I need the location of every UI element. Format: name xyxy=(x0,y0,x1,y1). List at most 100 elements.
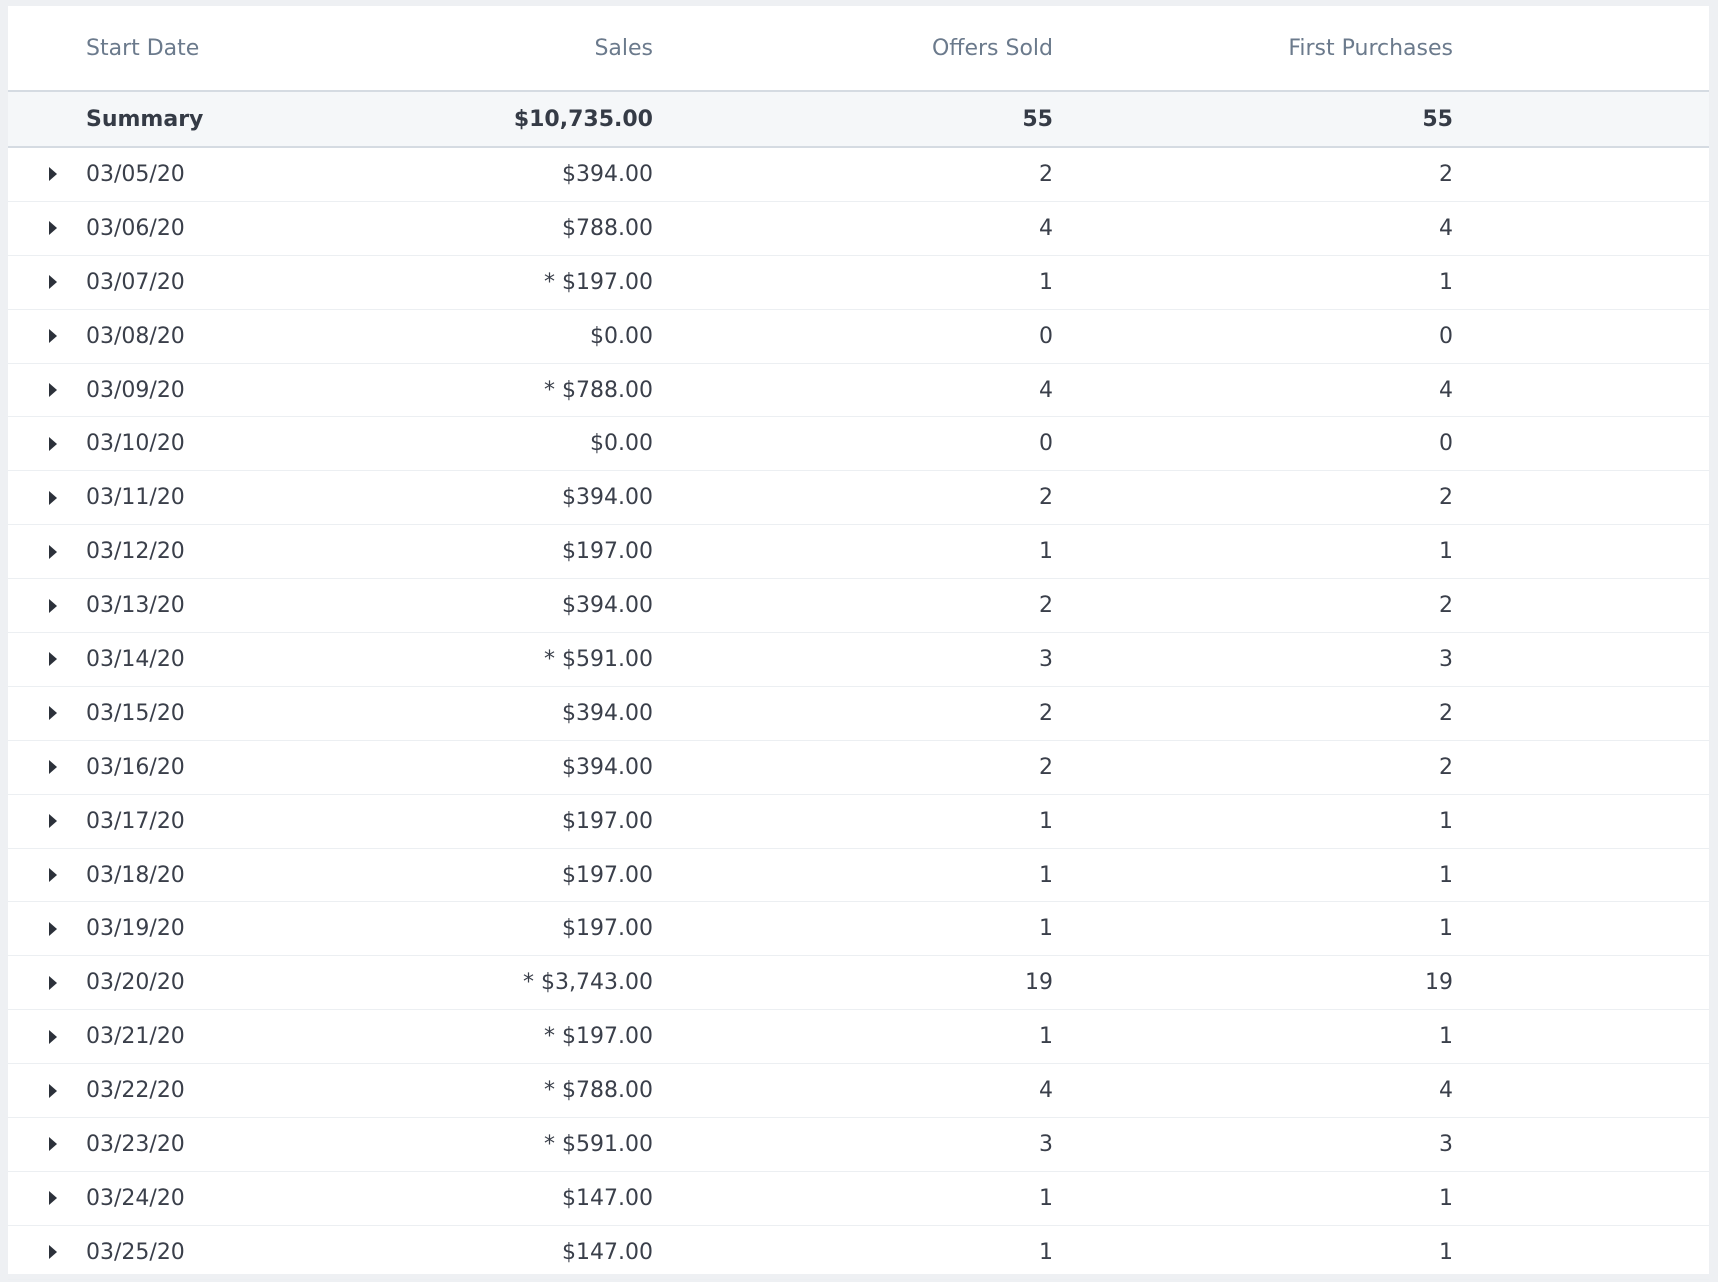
row-sales: $394.00 xyxy=(562,754,653,780)
row-first-purchases: 1 xyxy=(1439,862,1453,888)
table-row[interactable]: 03/21/20 * $197.00 1 1 xyxy=(8,1010,1709,1065)
row-first-purchases: 1 xyxy=(1439,269,1453,295)
row-start-date: 03/16/20 xyxy=(86,754,185,780)
expand-row-toggle[interactable] xyxy=(36,202,70,255)
row-first-purchases: 3 xyxy=(1439,1131,1453,1157)
row-first-purchases: 1 xyxy=(1439,1185,1453,1211)
expand-row-toggle[interactable] xyxy=(36,633,70,686)
expand-row-toggle[interactable] xyxy=(36,956,70,1009)
row-start-date: 03/06/20 xyxy=(86,215,185,241)
table-row[interactable]: 03/08/20 $0.00 0 0 xyxy=(8,310,1709,364)
table-row[interactable]: 03/16/20 $394.00 2 2 xyxy=(8,741,1709,795)
caret-right-icon xyxy=(49,814,57,829)
caret-right-icon xyxy=(49,760,57,775)
expand-row-toggle[interactable] xyxy=(36,417,70,470)
column-header-offers-sold[interactable]: Offers Sold xyxy=(931,35,1053,61)
caret-right-icon xyxy=(49,1029,57,1044)
table-row[interactable]: 03/09/20 * $788.00 4 4 xyxy=(8,364,1709,418)
row-sales: * $788.00 xyxy=(544,1078,653,1104)
row-first-purchases: 1 xyxy=(1439,1024,1453,1050)
caret-right-icon xyxy=(49,436,57,451)
table-row[interactable]: 03/10/20 $0.00 0 0 xyxy=(8,417,1709,472)
expand-row-toggle[interactable] xyxy=(36,902,70,955)
expand-row-toggle[interactable] xyxy=(36,1064,70,1117)
expand-row-toggle[interactable] xyxy=(36,1118,70,1171)
row-sales: $394.00 xyxy=(562,161,653,187)
expand-row-toggle[interactable] xyxy=(36,1226,70,1279)
row-first-purchases: 1 xyxy=(1439,916,1453,942)
table-row[interactable]: 03/20/20 * $3,743.00 19 19 xyxy=(8,956,1709,1011)
row-offers-sold: 1 xyxy=(1039,862,1053,888)
table-row[interactable]: 03/22/20 * $788.00 4 4 xyxy=(8,1064,1709,1119)
caret-right-icon xyxy=(49,1137,57,1152)
expand-row-toggle[interactable] xyxy=(36,741,70,794)
row-start-date: 03/22/20 xyxy=(86,1078,185,1104)
table-row[interactable]: 03/13/20 $394.00 2 2 xyxy=(8,579,1709,634)
row-offers-sold: 3 xyxy=(1039,1131,1053,1157)
table-row[interactable]: 03/11/20 $394.00 2 2 xyxy=(8,471,1709,526)
row-start-date: 03/25/20 xyxy=(86,1239,185,1265)
column-header-first-purchases[interactable]: First Purchases xyxy=(1288,35,1453,61)
row-sales: * $197.00 xyxy=(544,269,653,295)
row-start-date: 03/12/20 xyxy=(86,539,185,565)
table-row[interactable]: 03/07/20 * $197.00 1 1 xyxy=(8,256,1709,310)
expand-row-toggle[interactable] xyxy=(36,471,70,524)
row-sales: $197.00 xyxy=(562,862,653,888)
expand-row-toggle[interactable] xyxy=(36,256,70,309)
row-start-date: 03/08/20 xyxy=(86,323,185,349)
expand-row-toggle[interactable] xyxy=(36,525,70,578)
caret-right-icon xyxy=(49,868,57,883)
table-row[interactable]: 03/17/20 $197.00 1 1 xyxy=(8,795,1709,849)
expand-row-toggle[interactable] xyxy=(36,687,70,740)
row-sales: * $591.00 xyxy=(544,1131,653,1157)
table-row[interactable]: 03/24/20 $147.00 1 1 xyxy=(8,1172,1709,1226)
row-sales: * $788.00 xyxy=(544,377,653,403)
row-start-date: 03/13/20 xyxy=(86,593,185,619)
row-offers-sold: 2 xyxy=(1039,485,1053,511)
row-first-purchases: 1 xyxy=(1439,808,1453,834)
table-header: Start Date Sales Offers Sold First Purch… xyxy=(8,6,1709,92)
row-first-purchases: 19 xyxy=(1425,970,1453,996)
row-offers-sold: 2 xyxy=(1039,161,1053,187)
row-sales: $394.00 xyxy=(562,700,653,726)
row-offers-sold: 4 xyxy=(1039,215,1053,241)
caret-right-icon xyxy=(49,490,57,505)
expand-row-toggle[interactable] xyxy=(36,1172,70,1225)
row-sales: $394.00 xyxy=(562,485,653,511)
row-offers-sold: 3 xyxy=(1039,646,1053,672)
table-row[interactable]: 03/06/20 $788.00 4 4 xyxy=(8,202,1709,256)
table-row[interactable]: 03/23/20 * $591.00 3 3 xyxy=(8,1118,1709,1172)
summary-label: Summary xyxy=(86,106,204,132)
table-row[interactable]: 03/05/20 $394.00 2 2 xyxy=(8,148,1709,202)
row-first-purchases: 2 xyxy=(1439,485,1453,511)
expand-row-toggle[interactable] xyxy=(36,1010,70,1063)
row-start-date: 03/24/20 xyxy=(86,1185,185,1211)
row-first-purchases: 2 xyxy=(1439,754,1453,780)
caret-right-icon xyxy=(49,975,57,990)
caret-right-icon xyxy=(49,1245,57,1260)
caret-right-icon xyxy=(49,383,57,397)
caret-right-icon xyxy=(49,921,57,936)
table-row[interactable]: 03/25/20 $147.00 1 1 xyxy=(8,1226,1709,1280)
summary-offers-sold: 55 xyxy=(1022,106,1053,132)
expand-row-toggle[interactable] xyxy=(36,795,70,848)
expand-row-toggle[interactable] xyxy=(36,849,70,902)
row-sales: $0.00 xyxy=(590,431,653,457)
column-header-start-date[interactable]: Start Date xyxy=(86,35,200,61)
expand-row-toggle[interactable] xyxy=(36,579,70,632)
table-row[interactable]: 03/18/20 $197.00 1 1 xyxy=(8,849,1709,903)
table-row[interactable]: 03/19/20 $197.00 1 1 xyxy=(8,902,1709,957)
row-first-purchases: 0 xyxy=(1439,431,1453,457)
column-header-sales[interactable]: Sales xyxy=(594,35,653,61)
row-start-date: 03/09/20 xyxy=(86,377,185,403)
row-sales: $147.00 xyxy=(562,1239,653,1265)
row-start-date: 03/05/20 xyxy=(86,161,185,187)
expand-row-toggle[interactable] xyxy=(36,148,70,201)
expand-row-toggle[interactable] xyxy=(36,310,70,363)
summary-sales: $10,735.00 xyxy=(513,106,653,132)
expand-row-toggle[interactable] xyxy=(36,364,70,417)
table-row[interactable]: 03/14/20 * $591.00 3 3 xyxy=(8,633,1709,687)
table-row[interactable]: 03/15/20 $394.00 2 2 xyxy=(8,687,1709,741)
table-row[interactable]: 03/12/20 $197.00 1 1 xyxy=(8,525,1709,580)
row-first-purchases: 0 xyxy=(1439,323,1453,349)
